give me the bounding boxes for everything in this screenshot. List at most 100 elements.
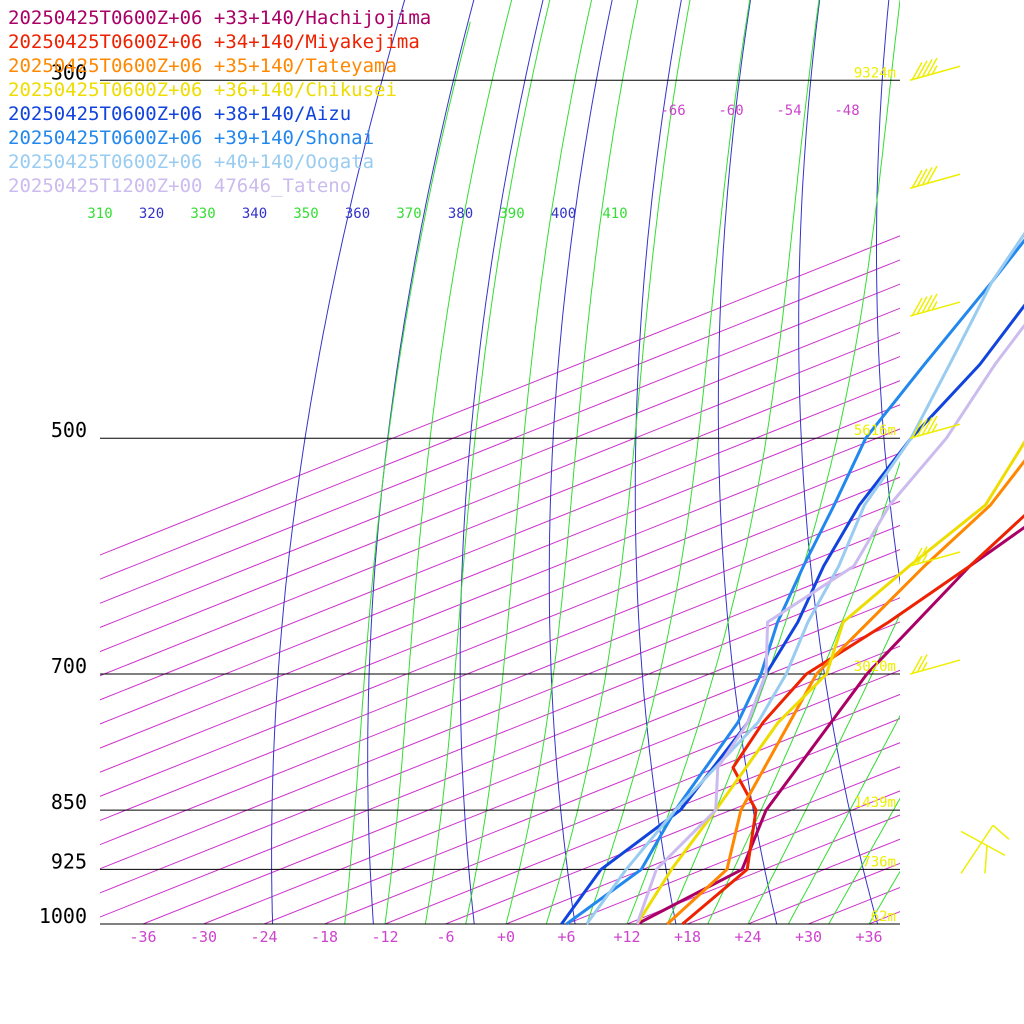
temperature-tick-label: +36 bbox=[855, 928, 882, 946]
height-label: 1439m bbox=[854, 795, 896, 811]
wind-barb-feather bbox=[916, 168, 928, 188]
theta-label: 330 bbox=[190, 206, 215, 222]
wind-barb-feather bbox=[926, 415, 938, 435]
isotherm-line bbox=[100, 283, 900, 604]
temperature-tick-label: +30 bbox=[795, 928, 822, 946]
upper-temperature-label: -66 bbox=[660, 103, 685, 119]
isotherm-line bbox=[203, 645, 900, 924]
axis-labels: 100150200250300500700850925100016436m139… bbox=[39, 60, 896, 946]
wind-barb-feather bbox=[911, 655, 923, 675]
upper-temperature-label: -60 bbox=[718, 103, 743, 119]
theta-label: 310 bbox=[87, 206, 112, 222]
wind-barb-feather bbox=[911, 169, 923, 189]
dry-adiabat-line bbox=[798, 0, 879, 924]
dry-adiabat-grid bbox=[271, 0, 900, 924]
moist-adiabat-line bbox=[465, 0, 593, 924]
wind-barb bbox=[909, 654, 961, 675]
isotherm-line bbox=[626, 814, 900, 924]
dry-adiabat-line bbox=[271, 0, 406, 924]
legend-entry: 20250425T0600Z+06 +40+140/Oogata bbox=[8, 151, 374, 173]
height-label: 736m bbox=[862, 854, 896, 870]
wind-barb-feather bbox=[916, 60, 928, 80]
temperature-tick-label: +18 bbox=[674, 928, 701, 946]
pressure-label: 850 bbox=[51, 790, 87, 814]
isotherm-line bbox=[100, 259, 900, 580]
wind-barb bbox=[909, 57, 961, 81]
height-label: 3020m bbox=[854, 659, 896, 675]
sounding-line bbox=[565, 238, 1024, 926]
moist-adiabat-line bbox=[505, 0, 639, 924]
temperature-tick-label: -12 bbox=[371, 928, 398, 946]
wind-barb-feather bbox=[911, 297, 923, 317]
height-label: 9324m bbox=[854, 65, 896, 81]
moist-adiabat-line bbox=[424, 0, 551, 924]
isotherm-line bbox=[100, 597, 900, 918]
wind-barbs bbox=[909, 57, 1010, 874]
wind-barb-feather bbox=[911, 419, 923, 439]
isotherm-line bbox=[100, 307, 900, 628]
legend-entry: 20250425T1200Z+00 47646_Tateno bbox=[8, 175, 351, 197]
wind-barb-feather bbox=[916, 654, 928, 674]
pressure-label: 925 bbox=[51, 849, 87, 873]
theta-label: 410 bbox=[602, 206, 627, 222]
wind-barb-feather bbox=[921, 294, 933, 314]
sounding-line bbox=[636, 525, 1024, 926]
temperature-tick-label: -36 bbox=[129, 928, 156, 946]
isotherm-line bbox=[505, 766, 900, 924]
legend-entry: 20250425T0600Z+06 +38+140/Aizu bbox=[8, 103, 351, 125]
isotherm-line bbox=[929, 0, 1024, 924]
wind-barb-feather bbox=[931, 301, 938, 311]
moist-adiabat-grid bbox=[344, 0, 900, 924]
theta-label: 350 bbox=[293, 206, 318, 222]
moist-adiabat-line bbox=[787, 714, 900, 924]
isotherm-line bbox=[100, 404, 900, 725]
isotherm-line bbox=[263, 669, 900, 924]
temperature-tick-label: -18 bbox=[311, 928, 338, 946]
height-label: 62m bbox=[871, 909, 896, 925]
temperature-tick-label: +24 bbox=[734, 928, 761, 946]
wind-barb-feather bbox=[926, 293, 938, 313]
dry-adiabat-line bbox=[634, 0, 682, 924]
moist-adiabat-line bbox=[626, 0, 820, 924]
isotherm-line bbox=[100, 500, 900, 822]
isotherm-grid bbox=[100, 0, 1024, 924]
isotherm-line bbox=[100, 549, 900, 870]
wind-barb-feather bbox=[921, 167, 933, 186]
wind-barb-feather bbox=[911, 61, 923, 81]
moist-adiabat-line bbox=[707, 460, 900, 924]
pressure-label: 1000 bbox=[39, 904, 87, 928]
legend-entry: 20250425T0600Z+06 +36+140/Chikusei bbox=[8, 79, 397, 101]
isotherm-line bbox=[100, 524, 900, 846]
wind-barb-feather bbox=[916, 418, 928, 438]
legend-entry: 20250425T0600Z+06 +34+140/Miyakejima bbox=[8, 31, 420, 53]
wind-barb-feather bbox=[921, 417, 933, 436]
wind-barb-feather bbox=[921, 59, 933, 78]
theta-label: 320 bbox=[139, 206, 164, 222]
moist-adiabat-line bbox=[344, 21, 471, 924]
dry-adiabat-line bbox=[876, 0, 900, 586]
sounding-line bbox=[681, 513, 1024, 926]
wind-barb bbox=[909, 415, 961, 439]
sounding-line bbox=[666, 459, 1024, 926]
isotherm-line bbox=[445, 742, 900, 924]
wind-barb-flag bbox=[984, 845, 988, 874]
moist-adiabat-line bbox=[828, 797, 900, 924]
wind-barb-feather bbox=[926, 165, 938, 185]
dry-adiabat-line bbox=[548, 0, 613, 924]
wind-barb-feather bbox=[921, 553, 928, 564]
theta-label: 380 bbox=[448, 206, 473, 222]
wind-barb-shaft bbox=[960, 830, 1006, 857]
temperature-tick-label: -6 bbox=[436, 928, 454, 946]
temperature-tick-label: +6 bbox=[557, 928, 575, 946]
wind-barb-feather bbox=[916, 296, 928, 316]
wind-barb bbox=[909, 165, 961, 190]
pressure-label: 300 bbox=[51, 60, 87, 84]
wind-barb bbox=[909, 293, 961, 317]
wind-barb-shaft bbox=[960, 824, 994, 874]
theta-label: 390 bbox=[499, 206, 524, 222]
temperature-tick-label: +0 bbox=[497, 928, 515, 946]
wind-barb-feather bbox=[921, 661, 928, 672]
dry-adiabat-line bbox=[717, 0, 778, 924]
wind-barb bbox=[909, 546, 961, 567]
isotherm-line bbox=[100, 235, 900, 556]
